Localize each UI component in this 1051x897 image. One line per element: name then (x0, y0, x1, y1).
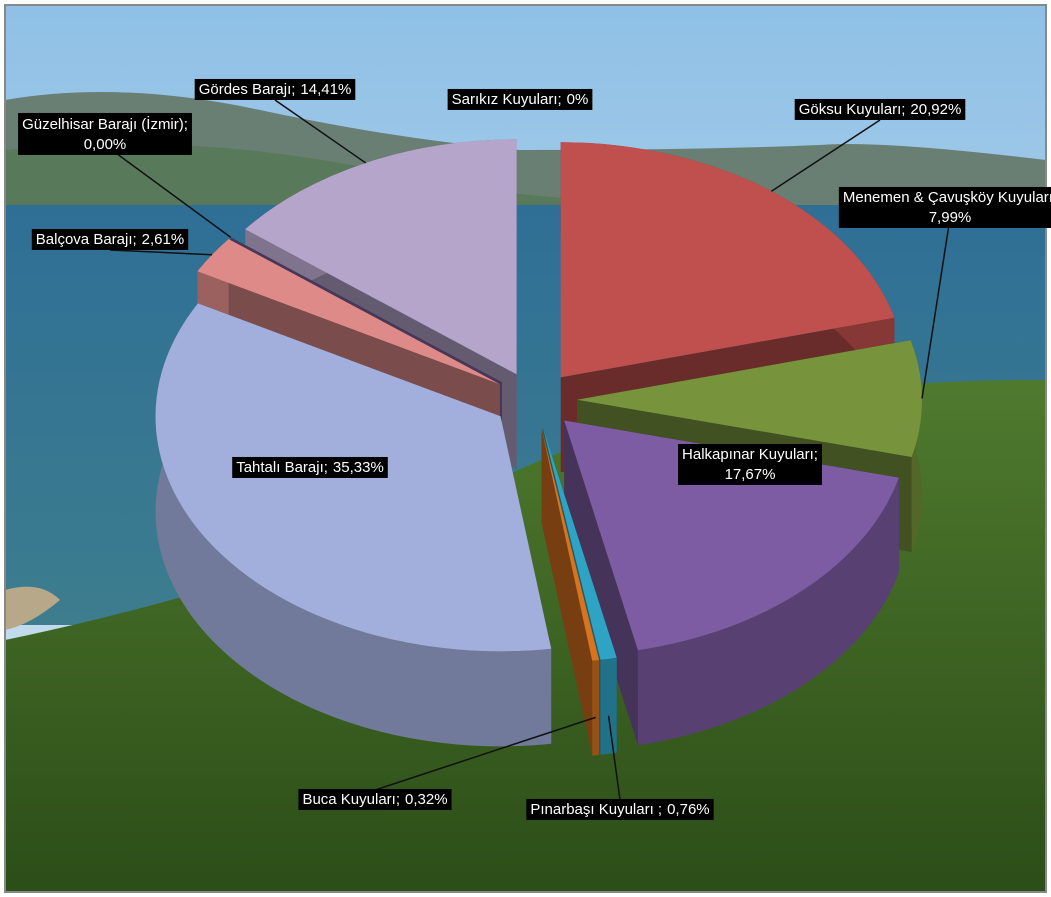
label-text: Buca Kuyuları; 0,32% (302, 791, 447, 808)
data-label: Sarıkız Kuyuları; 0% (447, 88, 593, 110)
label-box (18, 112, 192, 155)
slice-top (541, 428, 600, 661)
label-name: Gördes Barajı; (199, 81, 296, 98)
slice (541, 428, 600, 756)
leader-line (109, 249, 213, 256)
label-box (194, 78, 356, 100)
leader-line (374, 716, 596, 791)
label-box (31, 228, 189, 250)
data-label: Halkapınar Kuyuları; 17,67% (678, 443, 822, 485)
slice-edge (592, 660, 600, 756)
label-text: Göksu Kuyuları; 20,92% (799, 101, 962, 118)
label-text: Tahtalı Barajı; 35,33% (236, 459, 384, 476)
slice-top (230, 237, 502, 383)
data-label: Göksu Kuyuları; 20,92% (794, 98, 966, 120)
label-value: 0,32% (405, 791, 448, 808)
label-name: Menemen & Çavuşköy Kuyuları; (843, 189, 1051, 206)
label-name: Buca Kuyuları; (302, 791, 400, 808)
label-box (838, 186, 1051, 228)
slice-top (245, 139, 517, 375)
label-text: Menemen & Çavuşköy Kuyuları; 7,99% (843, 189, 1051, 226)
data-label: Pınarbaşı Kuyuları ; 0,76% (526, 798, 714, 820)
slice-side (564, 420, 638, 746)
leader-line (607, 715, 621, 801)
data-label: Balçova Barajı; 2,61% (31, 228, 189, 250)
label-value: 7,99% (929, 209, 972, 226)
label-value: 17,67% (725, 466, 776, 483)
label-text: Balçova Barajı; 2,61% (36, 231, 184, 248)
slice-edge (600, 657, 617, 755)
slice-top (197, 239, 500, 385)
label-text: Sarıkız Kuyuları; 0% (452, 91, 589, 108)
leader-line (104, 144, 232, 238)
data-label: Tahtalı Barajı; 35,33% (232, 456, 388, 478)
label-box (794, 98, 966, 120)
label-box (232, 456, 388, 478)
label-name: Halkapınar Kuyuları; (682, 446, 818, 463)
label-text: Gördes Barajı; 14,41% (199, 81, 352, 98)
label-name: Pınarbaşı Kuyuları ; (530, 801, 662, 818)
data-label: Buca Kuyuları; 0,32% (298, 788, 452, 810)
label-value: 0,76% (667, 801, 710, 818)
leader-line (921, 217, 951, 399)
label-value: 0,00% (84, 136, 127, 153)
label-box (678, 443, 822, 485)
data-label: Güzelhisar Barajı (İzmir); 0,00% (18, 112, 192, 155)
label-text: Halkapınar Kuyuları; 17,67% (682, 446, 818, 483)
slice-top (560, 142, 895, 378)
slice-side (541, 428, 593, 756)
slice-top (577, 340, 923, 457)
slice-edge (637, 477, 899, 746)
label-name: Balçova Barajı; (36, 231, 137, 248)
label-name: Güzelhisar Barajı (İzmir); (22, 115, 188, 133)
label-value: 35,33% (333, 459, 384, 476)
slice-edge (155, 303, 552, 747)
label-value: 20,92% (910, 101, 961, 118)
data-label: Gördes Barajı; 14,41% (194, 78, 356, 100)
label-box (526, 798, 714, 820)
label-name: Sarıkız Kuyuları; (452, 91, 562, 108)
label-name: Tahtalı Barajı; (236, 459, 328, 476)
data-label: Menemen & Çavuşköy Kuyuları; 7,99% (838, 186, 1051, 228)
label-value: 0% (567, 91, 589, 108)
slice-top (543, 428, 617, 660)
leader-line (770, 119, 881, 192)
label-text: Güzelhisar Barajı (İzmir); 0,00% (22, 115, 188, 153)
leader-line (274, 99, 367, 164)
label-box (447, 88, 593, 110)
label-value: 14,41% (300, 81, 351, 98)
label-box (298, 788, 452, 810)
label-text: Pınarbaşı Kuyuları ; 0,76% (530, 801, 709, 818)
label-value: 2,61% (142, 231, 185, 248)
label-name: Göksu Kuyuları; (799, 101, 906, 118)
pie-area: Göksu Kuyuları; 20,92% Menemen & Çavuşköy … (18, 78, 1051, 820)
